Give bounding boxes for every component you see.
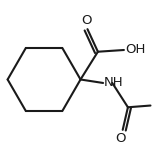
Text: NH: NH: [104, 76, 124, 90]
Text: OH: OH: [125, 44, 145, 56]
Text: O: O: [81, 14, 92, 27]
Text: O: O: [116, 132, 126, 145]
